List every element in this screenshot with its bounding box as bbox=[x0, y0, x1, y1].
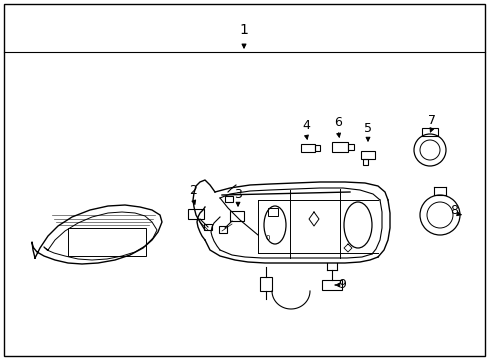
Text: 6: 6 bbox=[333, 116, 341, 129]
Bar bbox=[362, 159, 367, 165]
Bar bbox=[314, 145, 319, 151]
Text: 1: 1 bbox=[239, 23, 248, 37]
Text: 0: 0 bbox=[265, 235, 270, 241]
Text: 4: 4 bbox=[302, 118, 309, 131]
Bar bbox=[187, 209, 203, 219]
Text: 5: 5 bbox=[363, 122, 371, 135]
Text: 8: 8 bbox=[449, 203, 457, 216]
Bar bbox=[260, 277, 271, 291]
Bar bbox=[347, 144, 353, 150]
Bar bbox=[321, 280, 341, 290]
Bar bbox=[421, 128, 437, 136]
Bar bbox=[267, 208, 278, 216]
Text: 3: 3 bbox=[234, 188, 242, 201]
Text: 7: 7 bbox=[427, 113, 435, 126]
Bar bbox=[331, 142, 347, 152]
Bar bbox=[224, 196, 232, 202]
Bar bbox=[360, 151, 374, 159]
Bar bbox=[219, 226, 226, 233]
Bar bbox=[301, 144, 314, 152]
Text: 9: 9 bbox=[337, 279, 345, 292]
Bar bbox=[68, 228, 146, 256]
Text: 2: 2 bbox=[189, 184, 197, 197]
Bar bbox=[203, 224, 212, 230]
Bar bbox=[229, 211, 244, 221]
